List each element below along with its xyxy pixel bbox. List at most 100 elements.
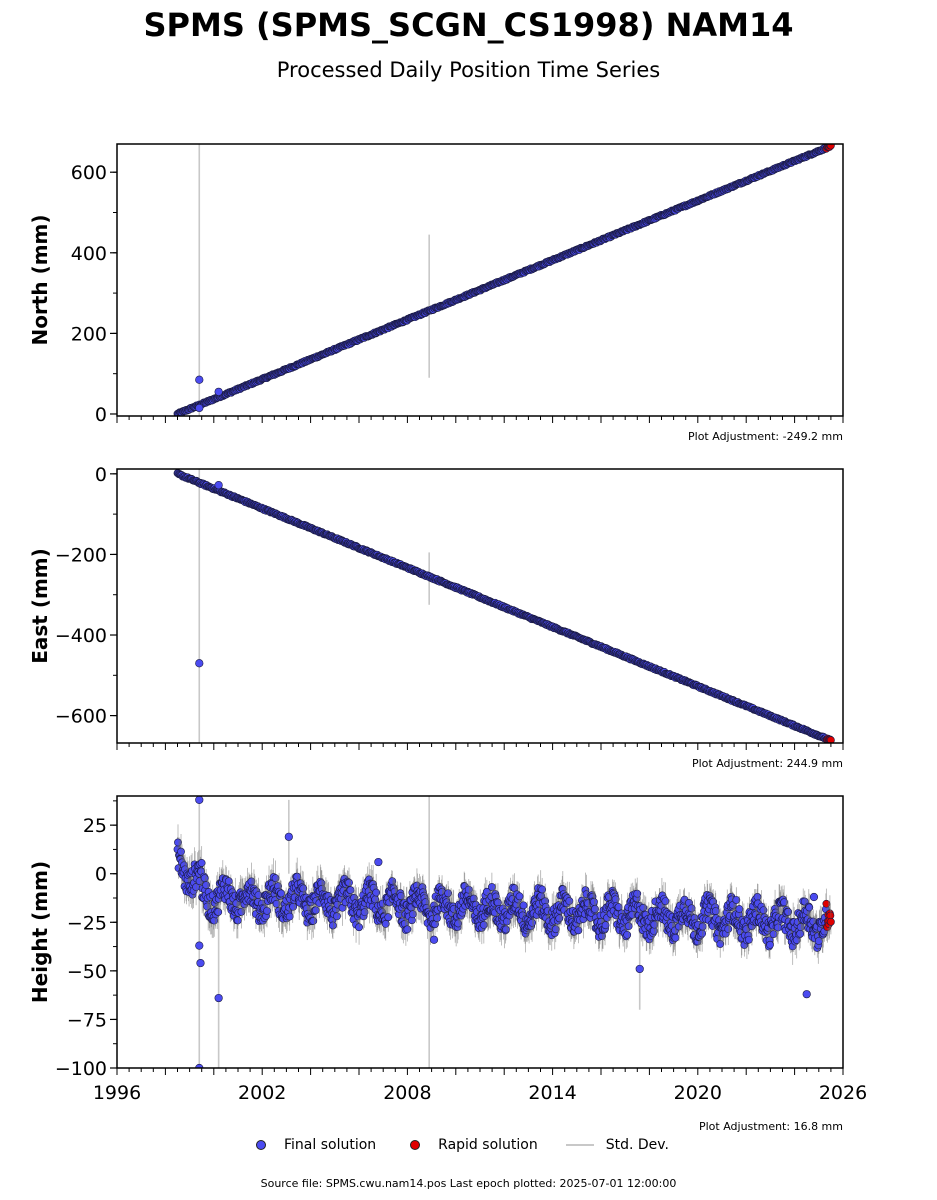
outlier-point <box>214 387 223 396</box>
data-point <box>827 917 835 926</box>
legend-label-final: Final solution <box>284 1137 377 1153</box>
data-point <box>724 925 733 933</box>
data-point <box>687 904 696 913</box>
y-tick-label: −75 <box>67 1009 107 1031</box>
outlier-point <box>195 659 204 668</box>
outlier-point <box>635 964 644 974</box>
outlier-point <box>214 481 223 490</box>
source-footer: Source file: SPMS.cwu.nam14.pos Last epo… <box>260 1177 677 1190</box>
outlier-point <box>214 993 223 1003</box>
plot-area-0 <box>173 144 835 416</box>
data-point <box>827 144 835 150</box>
data-point <box>591 905 599 913</box>
legend-item-final: Final solution <box>250 1137 376 1153</box>
data-point <box>735 905 744 913</box>
plot-adjustment-label: Plot Adjustment: 244.9 mm <box>692 757 843 770</box>
data-point <box>745 935 753 944</box>
chart-title: SPMS (SPMS_SCGN_CS1998) NAM14 <box>143 6 794 44</box>
data-point <box>333 912 341 921</box>
data-point <box>574 926 583 935</box>
outlier-point <box>195 375 204 384</box>
data-point <box>384 913 393 922</box>
data-point <box>285 912 294 921</box>
y-tick-label: 400 <box>71 243 107 265</box>
data-point <box>519 901 528 910</box>
data-point <box>827 736 835 743</box>
data-point <box>197 859 206 867</box>
data-point <box>254 891 263 900</box>
outlier-point <box>809 892 819 902</box>
data-point <box>502 925 510 934</box>
plot-area-1 <box>173 469 835 743</box>
outlier-point <box>374 857 383 867</box>
data-point <box>233 916 242 925</box>
data-point <box>381 919 390 928</box>
x-tick-label: 2026 <box>819 1082 867 1104</box>
data-point <box>403 925 412 934</box>
plot-adjustment-label: Plot Adjustment: -249.2 mm <box>688 430 843 443</box>
data-point <box>822 899 831 908</box>
data-point <box>299 884 308 893</box>
y-tick-label: −400 <box>55 625 107 647</box>
outlier-point <box>195 403 204 413</box>
chart-subtitle: Processed Daily Position Time Series <box>276 58 661 82</box>
y-tick-label: 25 <box>83 815 107 837</box>
y-axis-label: North (mm) <box>28 214 52 345</box>
data-point <box>796 923 805 931</box>
data-point <box>454 919 463 928</box>
data-point <box>698 929 707 938</box>
data-point <box>528 918 537 927</box>
data-point <box>590 897 598 906</box>
data-point <box>624 922 633 931</box>
x-tick-label: 2014 <box>528 1082 576 1104</box>
data-point <box>774 923 782 932</box>
data-point <box>766 940 774 949</box>
data-point <box>753 893 762 901</box>
data-point <box>805 903 814 912</box>
y-tick-label: −100 <box>55 1058 107 1080</box>
y-tick-label: 200 <box>71 323 107 345</box>
x-tick-label: 2002 <box>238 1082 286 1104</box>
data-point <box>671 933 680 942</box>
data-point <box>555 914 564 923</box>
data-point <box>515 892 524 901</box>
data-point <box>623 930 632 939</box>
data-point <box>698 922 707 931</box>
outlier-point <box>195 941 204 950</box>
data-point <box>711 907 720 915</box>
outlier-point <box>284 832 293 841</box>
data-point <box>200 874 209 883</box>
legend-item-stddev: Std. Dev. <box>565 1137 669 1153</box>
y-tick-label: −200 <box>55 544 107 566</box>
x-tick-label: 2020 <box>674 1082 722 1104</box>
data-point <box>345 878 353 887</box>
y-axis-label: East (mm) <box>28 548 52 664</box>
plot-area-2 <box>173 796 835 1068</box>
panel-2: 25 0 −25 −50 −75 −100 Height (mm) Plot Adjustme… <box>28 795 867 1133</box>
x-tick-label: 2008 <box>383 1082 431 1104</box>
legend-item-rapid: Rapid solution <box>404 1137 538 1153</box>
data-point <box>396 892 405 900</box>
y-tick-label: 0 <box>95 864 107 886</box>
data-point <box>633 889 642 898</box>
y-tick-label: 0 <box>95 404 107 426</box>
data-point <box>293 872 302 881</box>
x-tick-label: 1996 <box>93 1082 141 1104</box>
outlier-point <box>195 796 204 804</box>
panel-1: 0 −200 −400 −600 East (mm) Plot Adjustment: 2… <box>28 464 844 770</box>
y-axis-label: Height (mm) <box>28 861 52 1003</box>
data-point <box>214 908 223 916</box>
data-point <box>444 889 453 898</box>
y-tick-label: −50 <box>67 961 107 983</box>
data-point <box>796 929 805 938</box>
legend-label-rapid: Rapid solution <box>438 1137 538 1153</box>
data-point <box>538 885 547 894</box>
y-tick-label: 600 <box>71 162 107 184</box>
y-tick-label: −25 <box>67 912 107 934</box>
data-point <box>601 921 610 930</box>
panel-0: 0 200 400 600 North (mm) Plot Adjustment: -24… <box>28 143 844 443</box>
data-point <box>716 940 725 948</box>
data-point <box>289 902 298 911</box>
data-point <box>177 847 185 856</box>
